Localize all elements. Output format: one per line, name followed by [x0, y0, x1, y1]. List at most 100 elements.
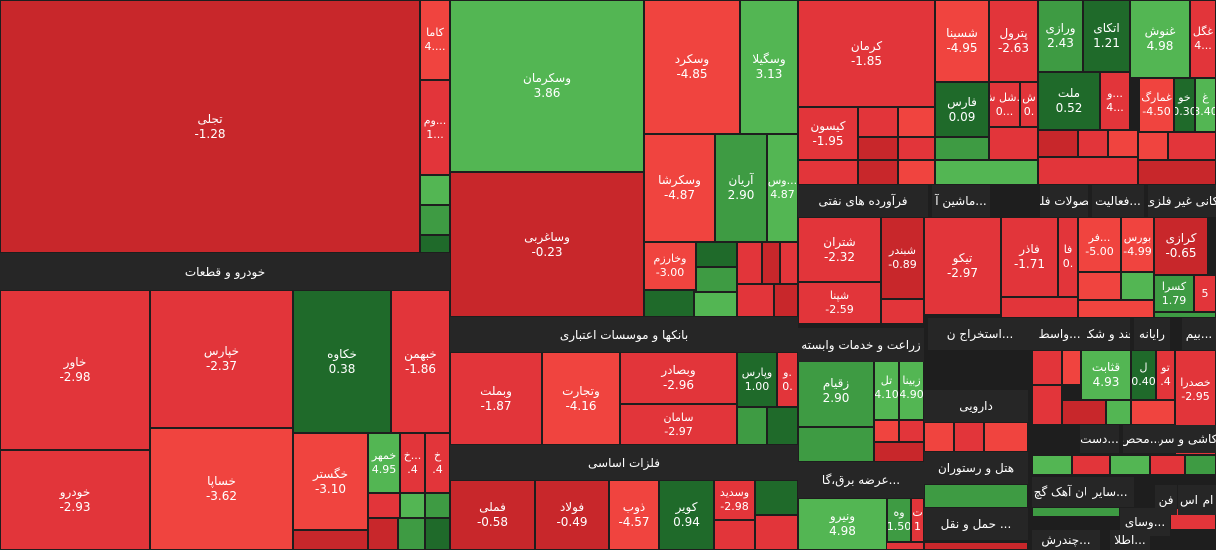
treemap-tile[interactable]: خ .4 [425, 433, 450, 493]
sector-header[interactable]: استخراج ن... [928, 318, 1032, 350]
treemap-tile[interactable]: تجلی -1.28 [0, 0, 420, 253]
treemap-tile[interactable]: غنوش 4.98 [1130, 0, 1190, 78]
treemap-tile[interactable]: خمهر 4.95 [368, 433, 400, 493]
treemap-tile[interactable]: خاور -2.98 [0, 290, 150, 450]
treemap-tile[interactable]: ش 0. [1020, 82, 1038, 127]
sector-header[interactable]: محصولات فلزی [1040, 185, 1088, 217]
treemap-tile[interactable]: فر... -5.00 [1078, 217, 1121, 272]
treemap-tile[interactable]: وبصادر -2.96 [620, 352, 737, 404]
treemap-tile[interactable]: کرازی -0.65 [1154, 217, 1208, 275]
sector-header[interactable]: فلزات اساسی [450, 445, 798, 480]
sector-header[interactable]: رایانه [1134, 318, 1170, 350]
treemap-tile[interactable]: خ... .4 [400, 433, 425, 493]
treemap-tile[interactable]: خبهمن -1.86 [391, 290, 450, 433]
treemap-tile[interactable]: شل ش...0... [989, 82, 1020, 127]
sector-header[interactable]: عرضه برق،گا... [798, 462, 924, 498]
sector-header[interactable]: چندرش... [1032, 530, 1100, 550]
treemap-tile[interactable]: فا 0. [1058, 217, 1078, 297]
treemap-tile[interactable]: غگل 4... [1190, 0, 1216, 78]
treemap-tile[interactable]: کیسون -1.95 [798, 107, 858, 160]
treemap-tile[interactable]: ونیرو 4.98 [798, 498, 887, 550]
treemap-tile[interactable]: خو0.30 [1174, 78, 1195, 132]
treemap-tile[interactable]: ذوب -4.57 [609, 480, 659, 550]
filler-tile [420, 175, 450, 205]
treemap-tile[interactable]: وه 1.50 [887, 498, 911, 542]
treemap-tile[interactable]: کسرا 1.79 [1154, 275, 1194, 312]
treemap-tile[interactable]: ورازی 2.43 [1038, 0, 1083, 72]
treemap-tile[interactable]: وسدید -2.98 [714, 480, 755, 520]
treemap-tile[interactable]: شپنا -2.59 [798, 282, 881, 324]
treemap-tile[interactable]: سامان -2.97 [620, 404, 737, 445]
treemap-tile[interactable]: وبملت -1.87 [450, 352, 542, 445]
sector-header[interactable]: سایر... [1086, 477, 1134, 507]
sector-header[interactable]: هتل و رستوران [924, 452, 1028, 484]
sector-header[interactable]: ام [1200, 485, 1216, 515]
treemap-tile[interactable]: خصدرا -2.95 [1175, 350, 1216, 430]
sector-header[interactable]: بانکها و موسسات اعتباری [450, 317, 798, 352]
treemap-tile[interactable]: وم... 1... [420, 80, 450, 175]
filler-tile [694, 292, 737, 317]
treemap-tile[interactable]: فملی -0.58 [450, 480, 535, 550]
treemap-tile[interactable]: تو .4 [1156, 350, 1175, 400]
treemap-tile[interactable]: فاذر -1.71 [1001, 217, 1058, 297]
treemap-tile[interactable]: وتجارت -4.16 [542, 352, 620, 445]
sector-header[interactable]: محص... [1123, 425, 1159, 453]
treemap-tile[interactable]: تیکو -2.97 [924, 217, 1001, 315]
treemap-tile[interactable]: غمارگ -4.50 [1139, 78, 1174, 132]
treemap-tile[interactable]: وساغربی -0.23 [450, 172, 644, 317]
symbol-change: -2.98 [59, 370, 91, 384]
sector-header[interactable]: فعالیت... [1092, 185, 1144, 217]
sector-header[interactable]: فن [1155, 485, 1177, 515]
treemap-tile[interactable]: وسکرد -4.85 [644, 0, 740, 134]
treemap-tile[interactable]: ملت 0.52 [1038, 72, 1100, 130]
sector-header[interactable]: بیم... [1182, 318, 1216, 350]
treemap-tile[interactable]: فارس 0.09 [935, 82, 989, 137]
treemap-tile[interactable]: وسکرشا -4.87 [644, 134, 715, 242]
treemap-tile[interactable]: وسکرمان 3.86 [450, 0, 644, 172]
sector-header[interactable]: فرآورده های نفتی [798, 185, 928, 217]
treemap-tile[interactable]: خپارس -2.37 [150, 290, 293, 428]
treemap-tile[interactable]: بورس -4.99 [1121, 217, 1154, 272]
treemap-tile[interactable]: قثابت 4.93 [1081, 350, 1131, 400]
sector-header[interactable]: واسط... [1032, 318, 1087, 350]
sector-header[interactable]: دست... [1080, 425, 1119, 453]
treemap-tile[interactable]: ل 0.40 [1131, 350, 1156, 400]
treemap-tile[interactable]: خکاوه 0.38 [293, 290, 391, 433]
sector-header[interactable]: اطلا... [1110, 530, 1150, 550]
treemap-tile[interactable]: شسینا -4.95 [935, 0, 989, 82]
symbol-change: 3.40 [1196, 105, 1215, 118]
sector-header[interactable]: زراعت و خدمات وابسته [798, 328, 924, 362]
sector-header[interactable]: قند و شکر [1086, 318, 1130, 350]
treemap-tile[interactable]: کرمان -1.85 [798, 0, 935, 107]
treemap-tile[interactable]: وس... 4.87 [767, 134, 798, 242]
treemap-tile[interactable]: زقیام 2.90 [798, 355, 874, 427]
treemap-tile[interactable]: زبینا 4.90 [899, 355, 924, 420]
sector-header[interactable]: خودرو و قطعات [0, 253, 450, 290]
treemap-tile[interactable]: وخارزم -3.00 [644, 242, 696, 290]
treemap-tile[interactable]: و... 4... [1100, 72, 1130, 130]
treemap-tile[interactable]: شبندر -0.89 [881, 217, 924, 299]
sector-header[interactable]: کانی غیر فلزی [1148, 185, 1216, 217]
symbol-change: 0.38 [328, 361, 356, 376]
treemap-tile[interactable]: و. 0. [777, 352, 798, 407]
treemap-tile[interactable]: خساپا -3.62 [150, 428, 293, 550]
treemap-tile[interactable]: وپارس 1.00 [737, 352, 777, 407]
treemap-tile[interactable]: کویر 0.94 [659, 480, 714, 550]
treemap-tile[interactable]: آریان 2.90 [715, 134, 767, 242]
treemap-tile[interactable]: کاما 4.... [420, 0, 450, 80]
treemap-tile[interactable]: تل 4.10 [874, 355, 899, 420]
sector-header[interactable]: دارویی [924, 390, 1028, 422]
treemap-tile[interactable]: اتکای 1.21 [1083, 0, 1130, 72]
treemap-tile[interactable]: غ3.40 [1195, 78, 1216, 132]
treemap-tile[interactable]: پترول -2.63 [989, 0, 1038, 82]
treemap-tile[interactable]: وسگیلا 3.13 [740, 0, 798, 134]
treemap-tile[interactable]: شتران -2.32 [798, 217, 881, 282]
sector-header[interactable]: حمل و نقل ... [924, 508, 1028, 540]
treemap-tile[interactable]: فولاد -0.49 [535, 480, 609, 550]
treemap-tile[interactable]: خودرو -2.93 [0, 450, 150, 550]
sector-header[interactable]: ماشین آ... [932, 185, 990, 217]
treemap-tile[interactable]: 5 [1194, 275, 1216, 312]
sector-header[interactable]: اس [1178, 485, 1200, 515]
treemap-tile[interactable]: خگستر -3.10 [293, 433, 368, 530]
